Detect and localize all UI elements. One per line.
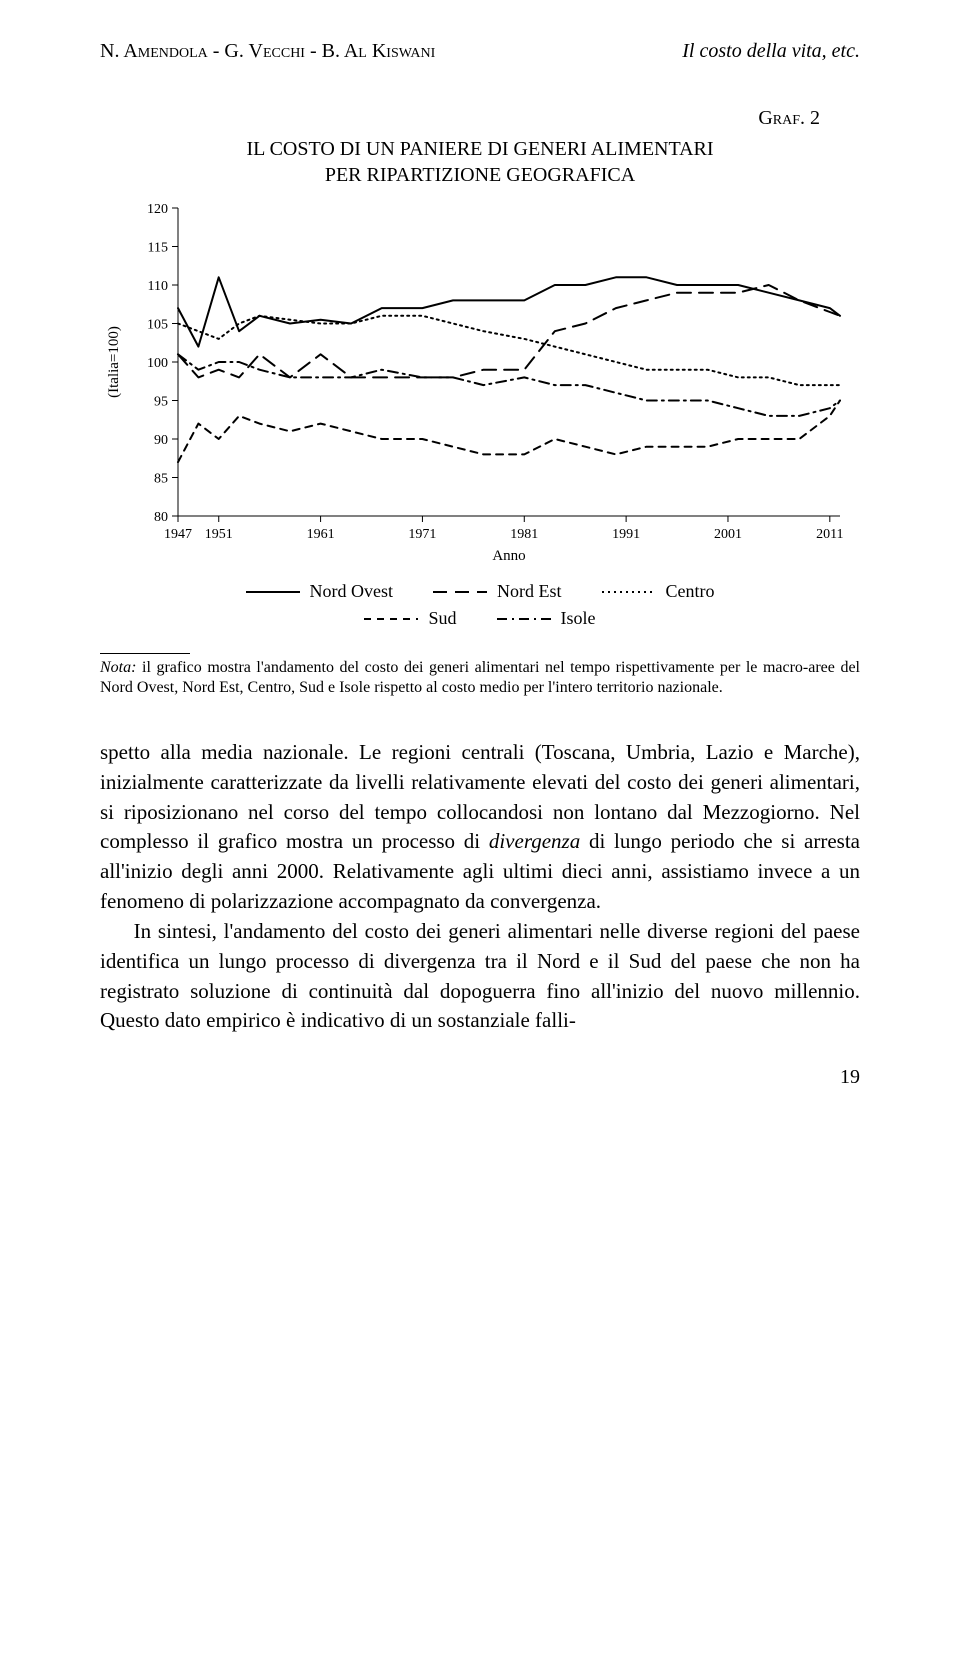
page: N. Amendola - G. Vecchi - B. Al Kiswani … (0, 0, 960, 1149)
chart-legend: Nord Ovest Nord Est Centro Sud Isole (100, 581, 860, 629)
chart-title: IL COSTO DI UN PANIERE DI GENERI ALIMENT… (160, 136, 800, 188)
svg-text:90: 90 (154, 433, 168, 448)
svg-text:1961: 1961 (307, 527, 335, 542)
note-lead: Nota: (100, 659, 136, 676)
legend-item-sud: Sud (364, 608, 456, 629)
legend-item-centro: Centro (602, 581, 715, 602)
legend-row: Sud Isole (100, 608, 860, 629)
legend-swatch (246, 583, 300, 601)
svg-text:1981: 1981 (510, 527, 538, 542)
legend-swatch (497, 610, 551, 628)
legend-label: Sud (428, 608, 456, 629)
legend-swatch (602, 583, 656, 601)
svg-text:1971: 1971 (408, 527, 436, 542)
figure-number: Graf. 2 (100, 107, 860, 130)
paragraph-1: spetto alla media nazionale. Le regioni … (100, 738, 860, 917)
svg-text:(Italia=100): (Italia=100) (106, 326, 122, 398)
svg-text:100: 100 (147, 356, 168, 371)
legend-label: Centro (666, 581, 715, 602)
svg-text:2001: 2001 (714, 527, 742, 542)
series-nord-est (178, 285, 840, 377)
body-text: spetto alla media nazionale. Le regioni … (100, 738, 860, 1036)
svg-text:120: 120 (147, 202, 168, 217)
italic-word: divergenza (489, 829, 580, 853)
legend-row: Nord Ovest Nord Est Centro (100, 581, 860, 602)
svg-text:1991: 1991 (612, 527, 640, 542)
chart-title-line2: PER RIPARTIZIONE GEOGRAFICA (325, 164, 635, 186)
line-chart: 80 85 90 95 100 105 110 115 120 1947 1951 1961 1971 1… (100, 198, 860, 568)
header-authors: N. Amendola - G. Vecchi - B. Al Kiswani (100, 40, 435, 63)
legend-swatch (364, 610, 418, 628)
svg-text:105: 105 (147, 318, 168, 333)
svg-text:95: 95 (154, 395, 168, 410)
note-rule (100, 653, 190, 654)
svg-text:80: 80 (154, 510, 168, 525)
page-number: 19 (100, 1066, 860, 1089)
legend-label: Isole (561, 608, 596, 629)
paragraph-2: In sintesi, l'andamento del costo dei ge… (100, 917, 860, 1036)
svg-text:Anno: Anno (492, 548, 525, 564)
header-running-title: Il costo della vita, etc. (682, 40, 860, 63)
legend-swatch (433, 583, 487, 601)
series-isole (178, 354, 840, 416)
legend-item-nord-ovest: Nord Ovest (246, 581, 394, 602)
note-text: il grafico mostra l'andamento del costo … (100, 659, 860, 696)
legend-item-nord-est: Nord Est (433, 581, 562, 602)
legend-label: Nord Est (497, 581, 562, 602)
svg-text:1947: 1947 (164, 527, 192, 542)
svg-text:85: 85 (154, 472, 168, 487)
legend-item-isole: Isole (497, 608, 596, 629)
svg-text:110: 110 (148, 279, 168, 294)
chart-title-line1: IL COSTO DI UN PANIERE DI GENERI ALIMENT… (246, 138, 713, 160)
running-header: N. Amendola - G. Vecchi - B. Al Kiswani … (100, 40, 860, 63)
series-centro (178, 316, 840, 385)
figure-note: Nota: il grafico mostra l'andamento del … (100, 658, 860, 698)
chart-container: 80 85 90 95 100 105 110 115 120 1947 1951 1961 1971 1… (100, 198, 860, 573)
svg-text:1951: 1951 (205, 527, 233, 542)
svg-text:115: 115 (148, 241, 168, 256)
legend-label: Nord Ovest (310, 581, 394, 602)
svg-text:2011: 2011 (816, 527, 843, 542)
